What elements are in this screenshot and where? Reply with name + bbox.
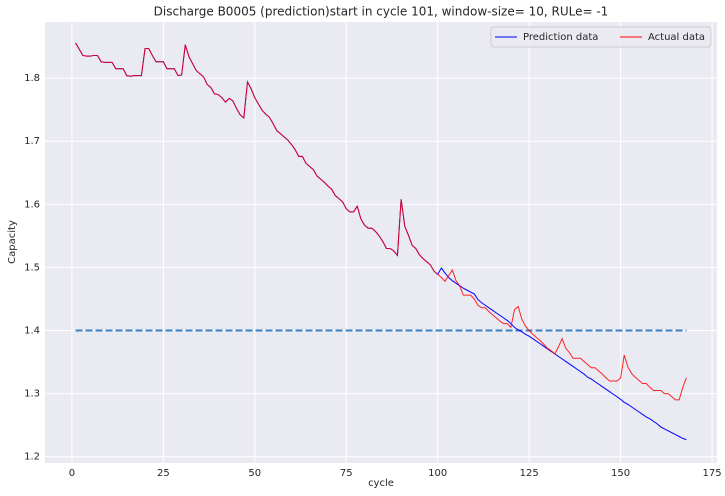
plot-area xyxy=(45,22,717,463)
x-tick-label: 150 xyxy=(611,468,630,479)
y-tick-label: 1.7 xyxy=(24,136,40,147)
legend-label: Actual data xyxy=(648,32,705,43)
y-tick-label: 1.2 xyxy=(24,452,40,463)
y-tick-label: 1.5 xyxy=(24,262,40,273)
legend: Prediction data Actual data xyxy=(490,26,712,48)
y-tick-label: 1.6 xyxy=(24,199,40,210)
y-axis-label: Capacity xyxy=(7,220,18,264)
marks xyxy=(75,42,687,441)
x-tick-label: 100 xyxy=(428,468,447,479)
x-tick-label: 50 xyxy=(248,468,261,479)
x-tick-label: 0 xyxy=(69,468,75,479)
y-tick-label: 1.4 xyxy=(24,326,40,337)
y-tick-label: 1.3 xyxy=(24,389,40,400)
x-tick-label: 75 xyxy=(340,468,353,479)
series-line xyxy=(75,42,687,401)
legend-label: Prediction data xyxy=(523,32,598,43)
chart-title: Discharge B0005 (prediction)start in cyc… xyxy=(154,5,609,19)
x-axis-label: cycle xyxy=(368,478,394,489)
x-tick-label: 175 xyxy=(703,468,722,479)
x-tick-label: 25 xyxy=(157,468,170,479)
legend-box xyxy=(490,26,712,48)
y-tick-label: 1.8 xyxy=(24,73,40,84)
x-tick-label: 125 xyxy=(520,468,539,479)
